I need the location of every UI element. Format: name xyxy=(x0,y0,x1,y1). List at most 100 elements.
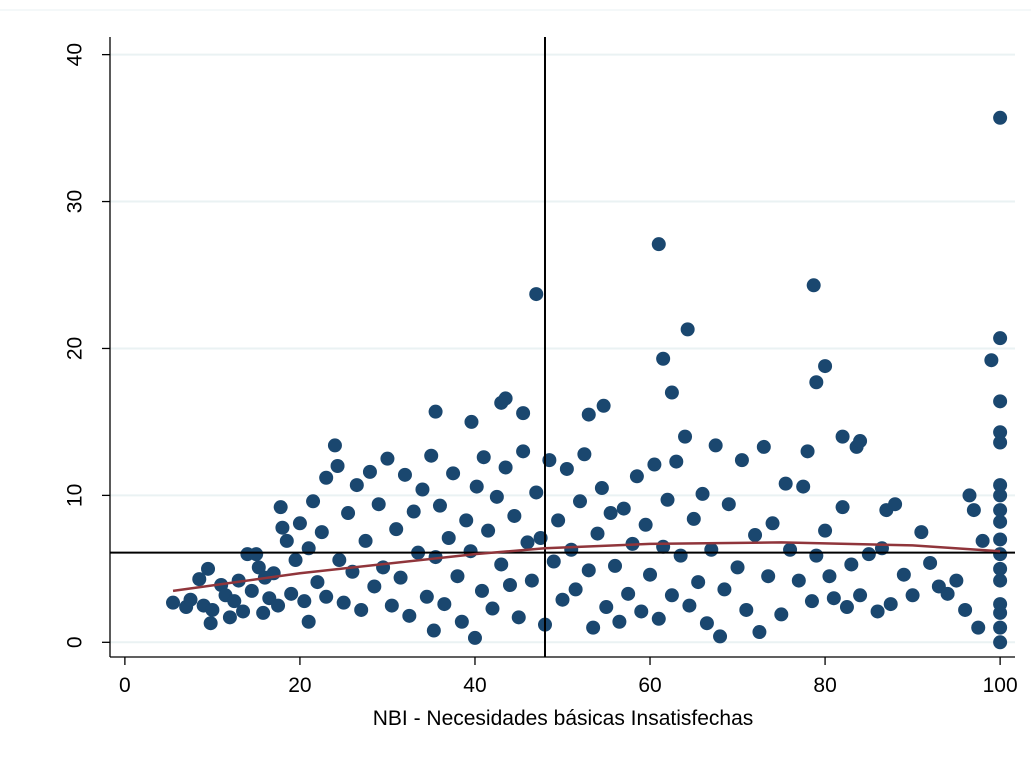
point xyxy=(586,620,601,635)
point xyxy=(393,570,408,585)
point xyxy=(469,479,484,494)
point xyxy=(419,589,434,604)
point xyxy=(507,508,522,523)
point xyxy=(870,604,885,619)
point xyxy=(380,451,395,466)
x-axis-label: NBI - Necesidades básicas Insatisfechas xyxy=(373,707,754,730)
point xyxy=(905,588,920,603)
point xyxy=(332,553,347,568)
point xyxy=(975,533,990,548)
point xyxy=(822,569,837,584)
y-tick-label: 10 xyxy=(64,484,87,507)
point xyxy=(608,558,623,573)
point xyxy=(993,425,1008,440)
point xyxy=(192,572,207,587)
point xyxy=(761,569,776,584)
point xyxy=(516,406,531,421)
point xyxy=(555,592,570,607)
point xyxy=(896,567,911,582)
point xyxy=(984,353,999,368)
point xyxy=(629,469,644,484)
x-tick-label: 100 xyxy=(983,674,1018,697)
point xyxy=(441,530,456,545)
point xyxy=(273,500,288,515)
point xyxy=(993,597,1008,612)
point xyxy=(596,398,611,413)
point xyxy=(708,438,723,453)
point xyxy=(590,526,605,541)
point xyxy=(297,594,312,609)
y-tick-label: 40 xyxy=(64,43,87,66)
point xyxy=(603,506,618,521)
point xyxy=(774,607,789,622)
point xyxy=(853,588,868,603)
point xyxy=(577,447,592,462)
point xyxy=(336,595,351,610)
point xyxy=(529,287,544,302)
point xyxy=(638,517,653,532)
point xyxy=(485,601,500,616)
point xyxy=(389,522,404,537)
y-tick-label: 20 xyxy=(64,337,87,360)
point xyxy=(432,498,447,513)
point xyxy=(691,575,706,590)
point xyxy=(835,500,850,515)
point xyxy=(621,586,636,601)
point xyxy=(721,497,736,512)
point xyxy=(844,557,859,572)
point xyxy=(804,594,819,609)
y-tick-label: 0 xyxy=(64,636,87,648)
y-tick-label: 30 xyxy=(64,190,87,213)
point xyxy=(783,542,798,557)
point xyxy=(958,602,973,617)
point xyxy=(498,391,513,406)
point xyxy=(993,331,1008,346)
point xyxy=(384,598,399,613)
point xyxy=(660,492,675,507)
point xyxy=(669,454,684,469)
point xyxy=(349,478,364,493)
point xyxy=(428,404,443,419)
point xyxy=(354,602,369,617)
point xyxy=(367,579,382,594)
point xyxy=(529,485,544,500)
point xyxy=(656,351,671,366)
point xyxy=(888,497,903,512)
point xyxy=(791,573,806,588)
point xyxy=(809,548,824,563)
point xyxy=(573,494,588,509)
point xyxy=(993,514,1008,529)
point xyxy=(993,620,1008,635)
point xyxy=(940,586,955,601)
point xyxy=(330,459,345,474)
point xyxy=(511,610,526,625)
point xyxy=(883,597,898,612)
point xyxy=(806,278,821,293)
fit-line xyxy=(172,541,1001,593)
point xyxy=(993,547,1008,562)
point xyxy=(651,237,666,252)
point xyxy=(426,623,441,638)
point xyxy=(581,563,596,578)
point xyxy=(734,453,749,468)
point xyxy=(752,625,767,640)
point xyxy=(292,516,307,531)
x-tick-label: 20 xyxy=(288,674,311,697)
point xyxy=(489,489,504,504)
point xyxy=(362,464,377,479)
point xyxy=(183,592,198,607)
point xyxy=(717,582,732,597)
point xyxy=(647,457,662,472)
point xyxy=(678,429,693,444)
point xyxy=(166,595,181,610)
point xyxy=(993,478,1008,493)
point xyxy=(516,444,531,459)
x-tick-label: 80 xyxy=(813,674,836,697)
point xyxy=(520,535,535,550)
point xyxy=(993,532,1008,547)
point xyxy=(306,494,321,509)
point xyxy=(682,598,697,613)
point xyxy=(249,547,264,562)
point xyxy=(402,608,417,623)
